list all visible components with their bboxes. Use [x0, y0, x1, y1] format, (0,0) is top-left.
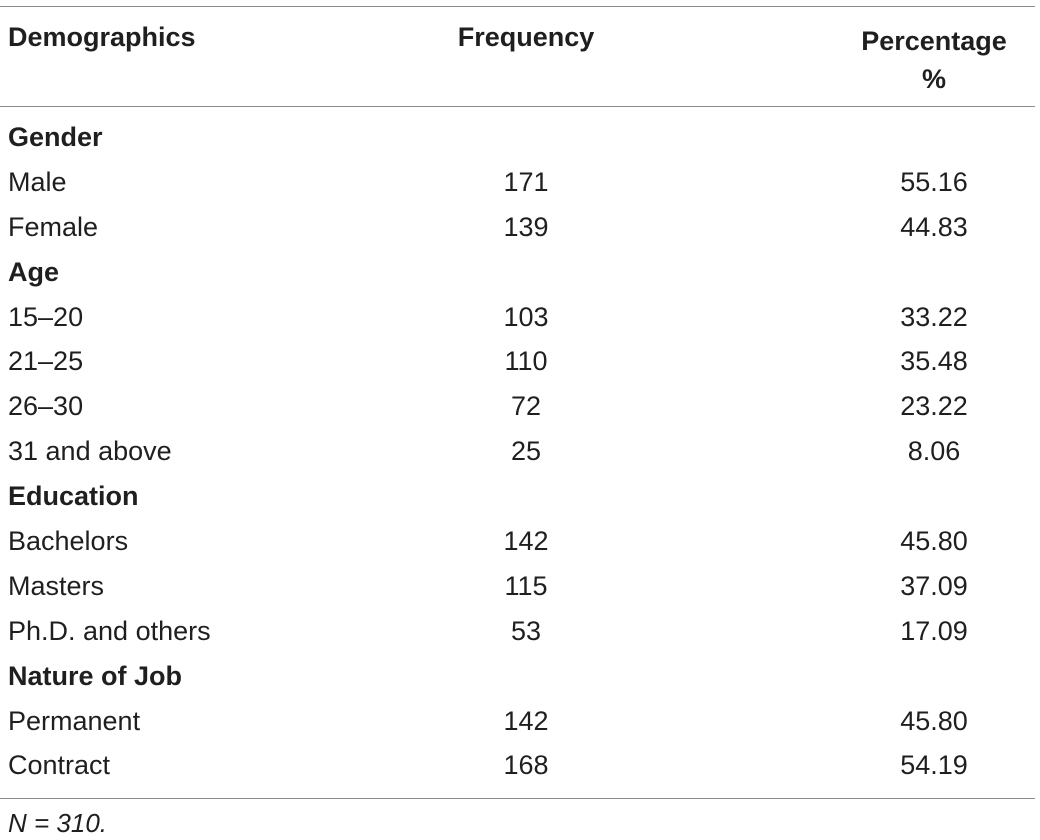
table-header-rule [0, 106, 1035, 107]
percentage-cell: 33.22 [900, 301, 968, 332]
table-row: Permanent 142 45.80 [0, 701, 1035, 746]
header-percentage: Percentage % [834, 22, 1034, 98]
frequency-cell: 142 [503, 526, 549, 557]
percentage-cell: 44.83 [900, 211, 968, 242]
table-row: 15–20 103 33.22 [0, 297, 1035, 342]
table-row: 21–25 110 35.48 [0, 341, 1035, 386]
frequency-cell: 139 [503, 211, 549, 242]
row-label: Bachelors [8, 526, 129, 557]
header-percentage-line1: Percentage [861, 26, 1007, 56]
percentage-cell: 45.80 [900, 705, 968, 736]
section-label: Age [8, 256, 60, 287]
frequency-cell: 110 [504, 346, 548, 377]
table-bottom-rule [0, 798, 1035, 799]
frequency-cell: 72 [510, 391, 542, 422]
percentage-cell: 54.19 [900, 750, 968, 781]
table-header: Demographics Frequency Percentage % [0, 18, 1035, 98]
row-label: Permanent [8, 705, 141, 736]
row-label: 26–30 [8, 391, 84, 422]
row-label: 21–25 [8, 346, 84, 377]
frequency-cell: 168 [503, 750, 549, 781]
table-row: Female 139 44.83 [0, 207, 1035, 252]
frequency-cell: 25 [510, 436, 542, 467]
row-label: Contract [8, 750, 111, 781]
row-label: Masters [8, 570, 105, 601]
frequency-cell: 53 [510, 615, 542, 646]
table-row: Contract 168 54.19 [0, 745, 1035, 790]
row-label: 31 and above [8, 436, 172, 467]
frequency-cell: 115 [504, 570, 548, 601]
table-footnote: N = 310. [8, 808, 108, 838]
table-row: Bachelors 142 45.80 [0, 521, 1035, 566]
percentage-cell: 35.48 [900, 346, 968, 377]
percentage-cell: 37.09 [900, 570, 968, 601]
table-row: 31 and above 25 8.06 [0, 431, 1035, 476]
frequency-cell: 171 [503, 166, 549, 197]
table-row: Ph.D. and others 53 17.09 [0, 611, 1035, 656]
header-frequency: Frequency [457, 22, 595, 52]
section-row: Education [0, 476, 1035, 521]
table-row: 26–30 72 23.22 [0, 386, 1035, 431]
percentage-cell: 55.16 [900, 166, 968, 197]
header-demographics: Demographics [8, 22, 196, 52]
row-label: 15–20 [8, 301, 84, 332]
header-percentage-line2: % [921, 64, 946, 94]
row-label: Ph.D. and others [8, 615, 211, 646]
percentage-cell: 8.06 [907, 436, 961, 467]
section-label: Nature of Job [8, 660, 183, 691]
frequency-cell: 142 [503, 705, 549, 736]
percentage-cell: 45.80 [900, 526, 968, 557]
row-label: Male [8, 166, 67, 197]
row-label: Female [8, 211, 99, 242]
section-label: Gender [8, 122, 103, 152]
percentage-cell: 17.09 [900, 615, 968, 646]
table-body: Gender Male 171 55.16 Female 139 44.83 Age 15–20… [0, 117, 1035, 790]
section-row: Gender [0, 117, 1035, 162]
section-label: Education [8, 481, 139, 512]
frequency-cell: 103 [503, 301, 549, 332]
percentage-cell: 23.22 [900, 391, 968, 422]
table-row: Masters 115 37.09 [0, 566, 1035, 611]
table-row: Male 171 55.16 [0, 162, 1035, 207]
table-top-rule [0, 6, 1035, 7]
section-row: Age [0, 252, 1035, 297]
section-row: Nature of Job [0, 656, 1035, 701]
